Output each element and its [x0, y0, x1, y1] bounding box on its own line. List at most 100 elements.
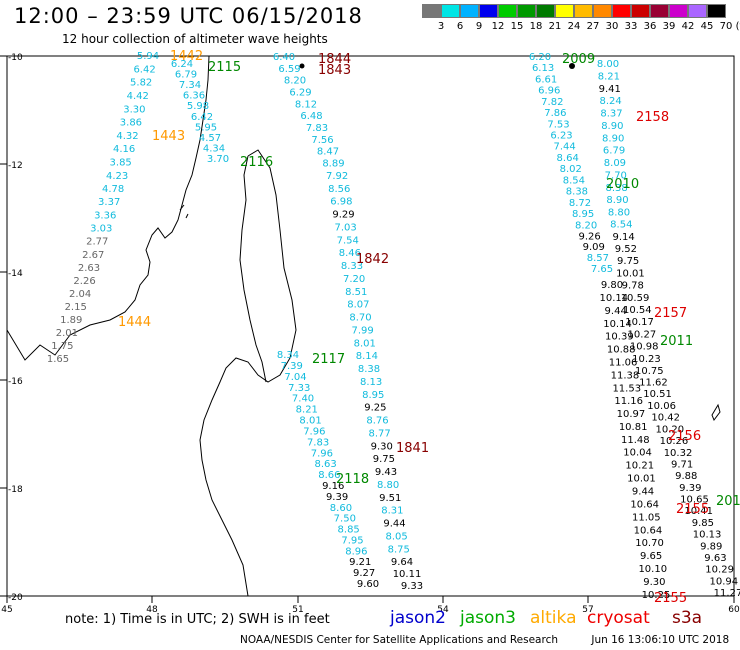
pass-label-2118: 2118 [336, 472, 369, 487]
wave-height-value: 7.04 [284, 372, 306, 383]
wave-height-value: 8.20 [284, 76, 306, 87]
pass-label-2156: 2156 [668, 429, 701, 444]
color-scale-label: 3 [437, 21, 445, 32]
island-mark [569, 63, 575, 69]
color-swatch [650, 4, 669, 18]
wave-height-value: 8.12 [295, 99, 317, 110]
wave-height-value: 10.42 [651, 413, 680, 424]
map-frame [6, 55, 735, 597]
wave-height-value: 11.06 [609, 358, 638, 369]
pass-label-1843: 1843 [318, 63, 351, 78]
wave-height-value: 7.20 [343, 274, 365, 285]
track-values: 5.94 6.42 5.82 4.42 3.30 3.86 4.32 4.16 3.85 4.23… [47, 51, 740, 601]
wave-height-value: 11.38 [611, 370, 640, 381]
wave-height-value: 3.03 [90, 223, 112, 234]
wave-height-value: 7.03 [335, 222, 357, 233]
wave-height-value: 7.96 [311, 448, 333, 459]
madagascar-east-coast [239, 155, 267, 383]
wave-height-value: 8.21 [598, 71, 620, 82]
wave-height-value: 9.65 [640, 551, 662, 562]
wave-height-value: 9.44 [632, 486, 654, 497]
wave-height-value: 6.48 [300, 111, 322, 122]
wave-height-value: 10.54 [623, 305, 652, 316]
wave-height-value: 8.90 [601, 121, 623, 132]
pass-label-1443: 1443 [152, 129, 185, 144]
wave-height-value: 9.29 [332, 210, 354, 221]
wave-height-value: 4.78 [102, 184, 124, 195]
pass-label-1841: 1841 [396, 441, 429, 456]
wave-height-value: 10.25 [642, 590, 671, 601]
wave-height-value: 9.64 [391, 557, 413, 568]
wave-height-value: 10.10 [638, 564, 667, 575]
pass-label-1844: 1844 [318, 52, 351, 67]
wave-height-value: 9.41 [599, 84, 621, 95]
color-swatch [669, 4, 688, 18]
wave-height-value: 5.95 [195, 122, 217, 133]
pass-label-1442: 1442 [170, 49, 203, 64]
wave-height-value: 8.38 [566, 187, 588, 198]
color-scale-label: 24 [567, 21, 581, 32]
y-tick-label: -18 [8, 485, 23, 495]
color-swatch [631, 4, 650, 18]
wave-height-value: 8.63 [314, 459, 336, 470]
y-tick-label: -20 [8, 593, 23, 603]
legend-cryosat: cryosat [587, 608, 650, 628]
wave-height-value: 8.85 [338, 525, 360, 536]
wave-height-value: 8.77 [368, 428, 390, 439]
wave-height-value: 7.54 [337, 235, 359, 246]
wave-height-value: 8.33 [341, 261, 363, 272]
wave-height-value: 7.99 [351, 325, 373, 336]
wave-height-value: 10.32 [664, 448, 693, 459]
wave-height-value: 8.02 [560, 164, 582, 175]
wave-height-value: 10.21 [625, 461, 654, 472]
wave-height-value: 6.42 [133, 64, 155, 75]
color-swatch [460, 4, 479, 18]
wave-height-value: 6.40 [273, 52, 295, 63]
color-swatch [612, 4, 631, 18]
wave-height-value: 8.14 [356, 351, 378, 362]
wave-height-value: 2.15 [65, 302, 87, 313]
footer: NOAA/NESDIS Center for Satellite Applica… [240, 634, 729, 646]
wave-height-value: 8.72 [569, 198, 591, 209]
wave-height-value: 10.13 [693, 530, 722, 541]
y-tick-label: -10 [8, 53, 23, 63]
wave-height-value: 8.56 [328, 184, 350, 195]
wave-height-value: 11.62 [639, 378, 668, 389]
wave-height-value: 5.98 [187, 101, 209, 112]
color-scale-label: 39 [662, 21, 676, 32]
wave-height-value: 4.16 [113, 144, 135, 155]
wave-height-value: 9.80 [601, 280, 623, 291]
pass-label-2115: 2115 [208, 60, 241, 75]
wave-height-value: 8.80 [608, 207, 630, 218]
wave-height-value: 10.65 [680, 495, 709, 506]
wave-height-value: 8.00 [597, 59, 619, 70]
color-scale-label: 45 [700, 21, 714, 32]
wave-height-value: 8.90 [602, 133, 624, 144]
wave-height-value: 10.39 [605, 332, 634, 343]
wave-height-value: 6.59 [278, 64, 300, 75]
wave-height-value: 9.63 [704, 553, 726, 564]
wave-height-value: 9.39 [326, 492, 348, 503]
wave-height-value: 10.20 [656, 424, 685, 435]
wave-height-value: 8.95 [572, 209, 594, 220]
color-swatch [441, 4, 460, 18]
wave-height-value: 9.71 [671, 459, 693, 470]
pass-label-1842: 1842 [356, 252, 389, 267]
wave-height-value: 3.37 [98, 197, 120, 208]
wave-height-value: 2.77 [86, 237, 108, 248]
africa-coastline [6, 55, 210, 361]
map-subtitle: 12 hour collection of altimeter wave hei… [62, 32, 328, 46]
wave-height-value: 10.97 [617, 409, 646, 420]
legend-s3a: s3a [672, 608, 703, 628]
wave-height-value: 8.54 [563, 175, 585, 186]
wave-height-value: 9.33 [401, 581, 423, 592]
wave-height-value: 8.07 [347, 300, 369, 311]
wave-height-value: 4.42 [127, 91, 149, 102]
x-tick-label: 57 [582, 605, 593, 615]
wave-height-value: 8.13 [360, 377, 382, 388]
wave-height-value: 7.44 [553, 142, 575, 153]
wave-height-value: 9.25 [364, 403, 386, 414]
color-scale-label: (ft) [735, 21, 740, 32]
wave-height-value: 8.64 [557, 153, 579, 164]
